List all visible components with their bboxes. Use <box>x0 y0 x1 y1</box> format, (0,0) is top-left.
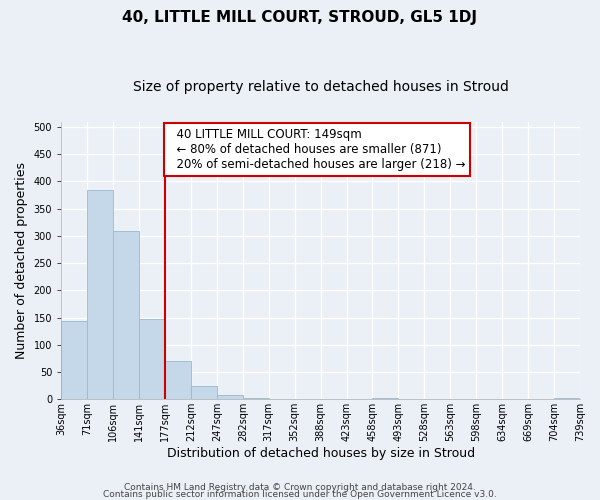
Bar <box>87 190 113 400</box>
Bar <box>554 398 580 400</box>
Text: 40 LITTLE MILL COURT: 149sqm
  ← 80% of detached houses are smaller (871)
  20% : 40 LITTLE MILL COURT: 149sqm ← 80% of de… <box>169 128 466 171</box>
Y-axis label: Number of detached properties: Number of detached properties <box>15 162 28 359</box>
Text: Contains public sector information licensed under the Open Government Licence v3: Contains public sector information licen… <box>103 490 497 499</box>
Text: Contains HM Land Registry data © Crown copyright and database right 2024.: Contains HM Land Registry data © Crown c… <box>124 484 476 492</box>
Bar <box>191 386 217 400</box>
Bar <box>61 322 87 400</box>
Bar <box>373 398 398 400</box>
X-axis label: Distribution of detached houses by size in Stroud: Distribution of detached houses by size … <box>167 447 475 460</box>
Bar <box>243 398 269 400</box>
Title: Size of property relative to detached houses in Stroud: Size of property relative to detached ho… <box>133 80 509 94</box>
Bar <box>165 361 191 400</box>
Text: 40, LITTLE MILL COURT, STROUD, GL5 1DJ: 40, LITTLE MILL COURT, STROUD, GL5 1DJ <box>122 10 478 25</box>
Bar <box>113 231 139 400</box>
Bar <box>217 395 243 400</box>
Bar <box>139 318 165 400</box>
